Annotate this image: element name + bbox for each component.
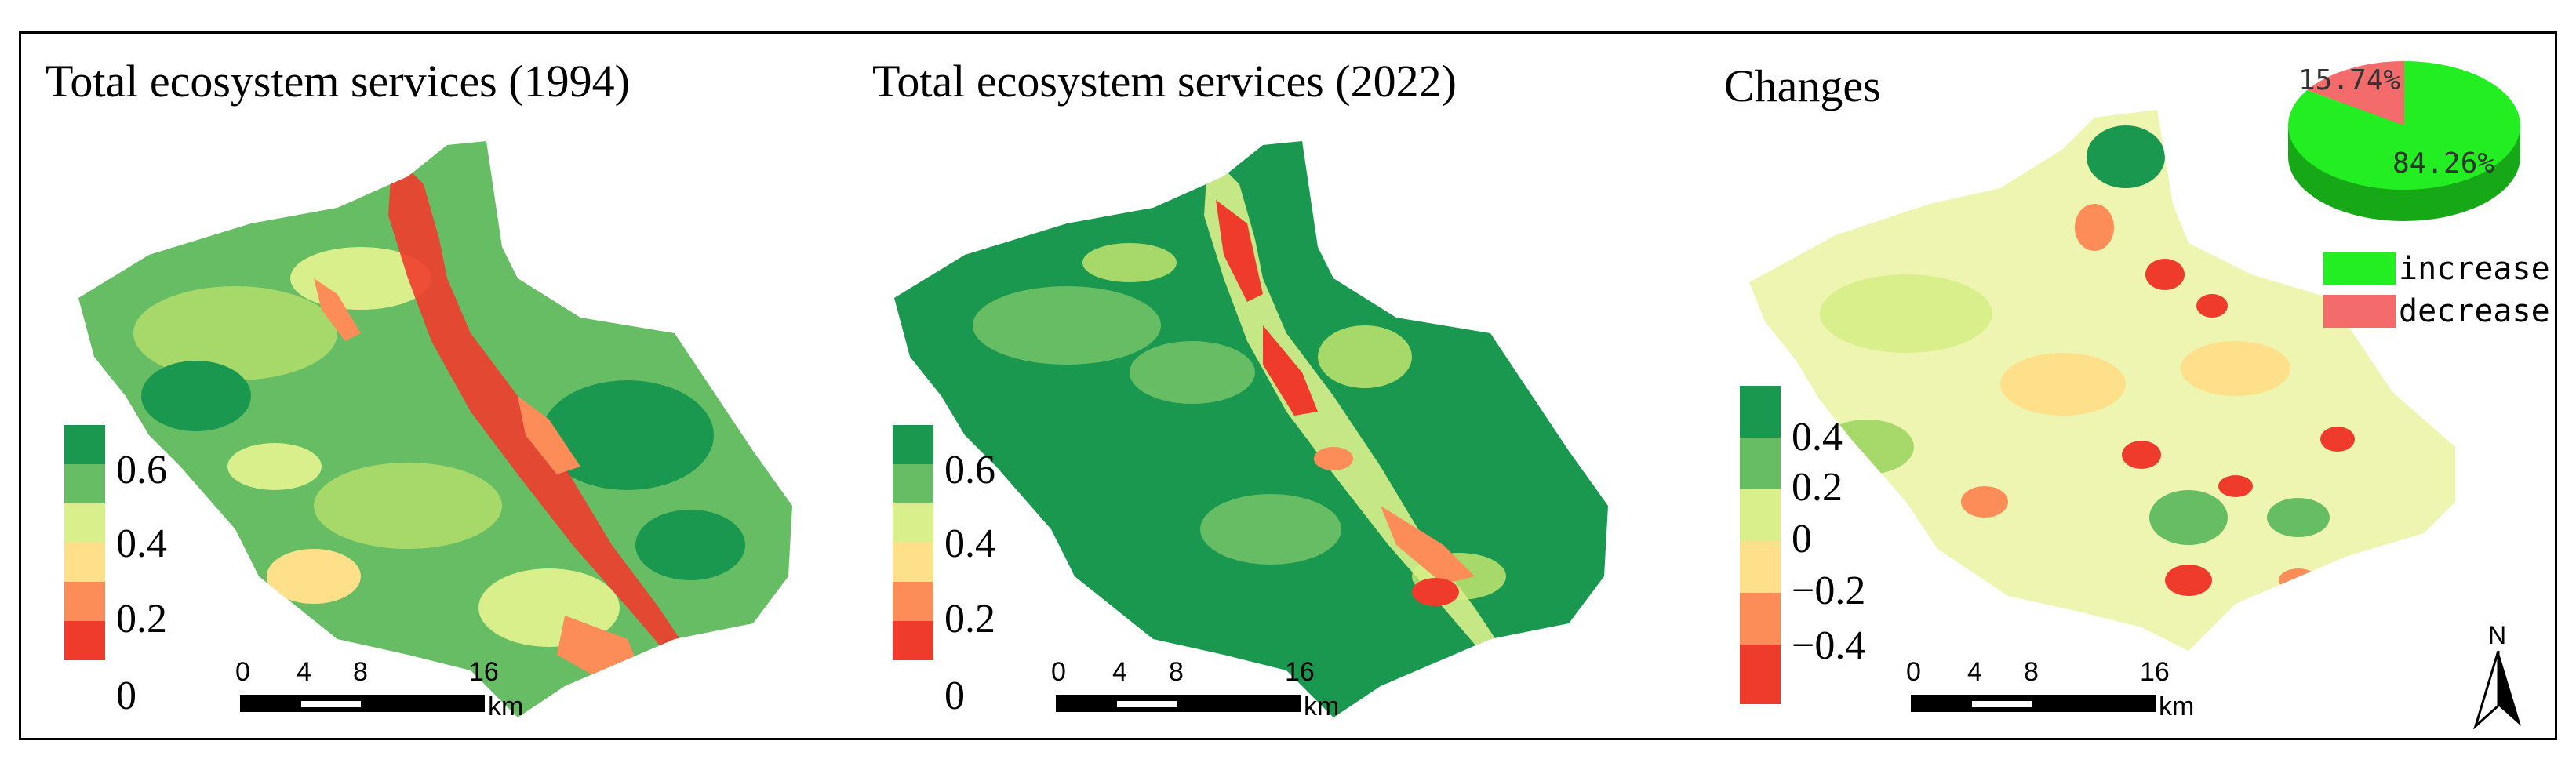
- scalebar-tick: 4: [1112, 657, 1127, 687]
- legend-label: 0.4: [116, 521, 167, 566]
- legend-swatch: [64, 425, 105, 464]
- legend-swatch: [64, 621, 105, 660]
- scalebar-unit: km: [488, 692, 524, 721]
- pie-legend-swatch-increase: [2323, 252, 2396, 285]
- legend-label: 0.6: [116, 448, 167, 492]
- north-arrow: N: [2471, 621, 2526, 731]
- scalebar-tick: 8: [353, 657, 368, 687]
- scalebar-bar: [1911, 695, 2156, 712]
- legend-swatch: [64, 503, 105, 543]
- panel-title-1994: Total ecosystem services (1994): [45, 56, 630, 107]
- map-2022: [894, 141, 1608, 717]
- north-arrow-icon: [2473, 651, 2521, 729]
- legend-swatch: [893, 425, 933, 464]
- pie-legend-label-increase: increase: [2399, 251, 2550, 287]
- legend-swatch: [1740, 645, 1781, 704]
- scalebar-segment: [1117, 701, 1177, 707]
- pie-legend-label-decrease: decrease: [2399, 293, 2550, 329]
- scalebar-segment: [301, 701, 361, 707]
- legend-label: 0.2: [1792, 465, 1843, 510]
- legend-swatch: [893, 464, 933, 503]
- map-changes: [1749, 110, 2455, 651]
- scalebar-tick: 0: [235, 657, 250, 687]
- legend-swatch: [64, 582, 105, 621]
- legend-changes: 0.4 0.2 0 −0.2 −0.4: [1740, 386, 1912, 715]
- scalebar-tick: 16: [2140, 657, 2170, 687]
- scalebar-tick: 16: [1285, 657, 1315, 687]
- pie-slice-decrease: [2307, 61, 2404, 125]
- legend-label: 0.4: [944, 521, 995, 566]
- scalebar-tick: 0: [1051, 657, 1066, 687]
- north-label: N: [2488, 621, 2507, 649]
- legend-swatch: [64, 543, 105, 582]
- legend-swatch: [893, 543, 933, 582]
- legend-swatch: [1740, 386, 1781, 438]
- legend-label: −0.4: [1792, 623, 1866, 668]
- legend-label: −0.2: [1792, 568, 1866, 613]
- pie-label-increase: 84.26%: [2392, 147, 2494, 180]
- scalebar-bar: [1056, 695, 1301, 712]
- scalebar-tick: 16: [469, 657, 499, 687]
- legend-2022: 0.6 0.4 0.2 0: [893, 425, 1050, 718]
- legend-label: 0.6: [944, 448, 995, 492]
- legend-swatch: [1740, 541, 1781, 593]
- panel-title-changes: Changes: [1724, 60, 1881, 111]
- legend-swatch: [893, 582, 933, 621]
- legend-label: 0.2: [116, 597, 167, 641]
- scalebar-2022: 0 4 8 16 km: [1051, 657, 1381, 743]
- pie-chart: 15.74% 84.26%: [2288, 61, 2520, 221]
- legend-label: 0: [1792, 517, 1812, 561]
- legend-swatch: [1740, 489, 1781, 541]
- legend-swatch: [893, 621, 933, 660]
- legend-swatch: [64, 464, 105, 503]
- panel-title-2022: Total ecosystem services (2022): [872, 56, 1457, 107]
- pie-legend-swatch-decrease: [2323, 295, 2396, 328]
- scalebar-1994: 0 4 8 16 km: [235, 657, 565, 743]
- legend-swatch: [1740, 593, 1781, 645]
- scalebar-segment: [1972, 701, 2032, 707]
- legend-swatch: [1740, 438, 1781, 489]
- scalebar-tick: 8: [2024, 657, 2039, 687]
- scalebar-tick: 4: [297, 657, 311, 687]
- legend-label: 0: [116, 674, 136, 718]
- scalebar-tick: 8: [1169, 657, 1184, 687]
- legend-swatch: [893, 503, 933, 543]
- scalebar-unit: km: [2159, 692, 2195, 721]
- scalebar-tick: 4: [1967, 657, 1982, 687]
- legend-label: 0.2: [944, 597, 995, 641]
- pie-label-decrease: 15.74%: [2298, 64, 2400, 96]
- legend-label: 0: [944, 674, 965, 718]
- figure-frame: [19, 31, 2557, 740]
- scalebar-unit: km: [1304, 692, 1340, 721]
- scalebar-changes: 0 4 8 16 km: [1906, 657, 2236, 743]
- legend-1994: 0.6 0.4 0.2 0: [64, 425, 221, 718]
- map-1994: [78, 141, 792, 717]
- legend-label: 0.4: [1792, 415, 1843, 459]
- scalebar-bar: [240, 695, 485, 712]
- scalebar-tick: 0: [1906, 657, 1921, 687]
